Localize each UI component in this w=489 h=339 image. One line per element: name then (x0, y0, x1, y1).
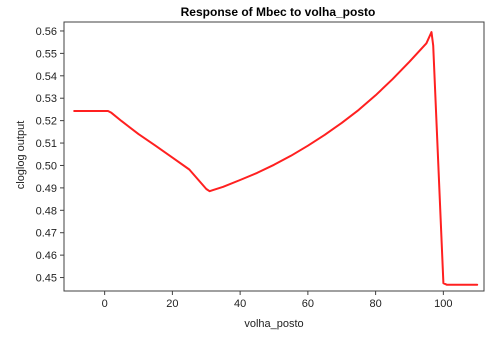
chart-title: Response of Mbec to volha_posto (181, 5, 376, 19)
x-axis-title: volha_posto (244, 318, 303, 330)
y-tick-label: 0.53 (36, 93, 57, 105)
y-tick-label: 0.49 (36, 183, 57, 195)
y-tick-label: 0.56 (36, 26, 57, 38)
series-layer (73, 31, 479, 286)
plot-frame (63, 21, 485, 292)
y-tick-label: 0.55 (36, 48, 57, 60)
y-tick-label: 0.52 (36, 116, 57, 128)
x-tick-label: 60 (302, 298, 314, 310)
y-tick-label: 0.51 (36, 138, 57, 150)
x-tick-label: 0 (102, 298, 108, 310)
y-tick-label: 0.54 (36, 71, 57, 83)
y-tick-label: 0.45 (36, 273, 57, 285)
y-axis-title: cloglog output (15, 121, 27, 190)
tick-labels: 0 20 40 60 80 100 0.45 0.46 0.47 0.48 0.49 0.50 0.51… (36, 26, 453, 310)
x-tick-label: 40 (234, 298, 246, 310)
x-tick-label: 100 (434, 298, 452, 310)
y-tick-label: 0.48 (36, 205, 57, 217)
y-tick-label: 0.47 (36, 228, 57, 240)
x-tick-label: 80 (369, 298, 381, 310)
y-tick-label: 0.46 (36, 250, 57, 262)
y-tick-label: 0.50 (36, 160, 57, 172)
response-curve (73, 31, 479, 286)
axes (60, 21, 485, 295)
x-tick-label: 20 (166, 298, 178, 310)
